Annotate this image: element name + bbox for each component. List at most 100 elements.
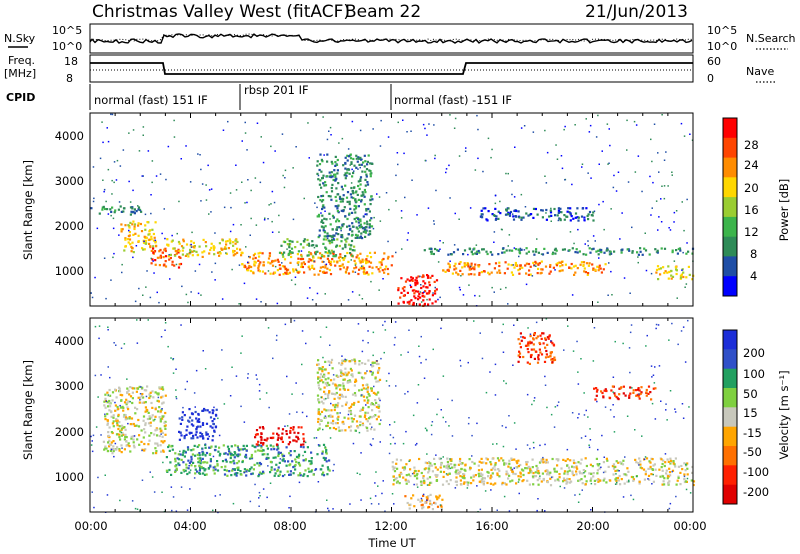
power-noise-point [297, 264, 300, 266]
power-cell [568, 266, 571, 269]
velocity-noise-point [529, 333, 532, 335]
power-cell [320, 255, 323, 258]
velocity-cell [393, 466, 396, 469]
power-cell [300, 263, 303, 266]
velocity-cell [621, 463, 625, 466]
power-cell [340, 234, 343, 237]
velocity-cell [342, 378, 345, 381]
power-cell [507, 207, 510, 210]
power-cell [561, 269, 564, 272]
velocity-cell [244, 453, 248, 456]
velocity-noise-point [259, 495, 261, 497]
velocity-cell [546, 481, 549, 484]
velocity-cell [190, 412, 194, 415]
velocity-cell [375, 405, 378, 409]
velocity-cell [477, 469, 481, 472]
power-cell [175, 252, 178, 255]
power-cell [184, 254, 187, 257]
velocity-cell [617, 479, 620, 482]
velocity-noise-point [231, 366, 233, 368]
power-noise-point [637, 155, 640, 157]
power-cell [410, 276, 413, 279]
velocity-cell [539, 334, 542, 337]
velocity-cell [639, 392, 642, 395]
velocity-cell [196, 445, 199, 448]
velocity-noise-point [583, 414, 586, 416]
power-cell [154, 240, 157, 243]
velocity-cell [338, 429, 341, 432]
power-noise-point [423, 291, 425, 293]
power-cell [411, 289, 414, 292]
power-cell [329, 195, 332, 198]
power-cell [580, 215, 584, 218]
velocity-cell [277, 452, 280, 455]
power-noise-point [594, 240, 596, 242]
power-cell [314, 251, 317, 254]
power-cell [363, 268, 366, 272]
power-cell [258, 270, 261, 273]
velocity-cell [321, 450, 324, 453]
power-noise-point [128, 132, 130, 134]
power-cell [204, 241, 207, 244]
power-cell [319, 269, 322, 273]
velocity-cell [245, 444, 248, 447]
velocity-noise-point [131, 500, 134, 502]
velocity-noise-point [153, 491, 156, 493]
velocity-noise-point [501, 425, 504, 427]
velocity-cell [377, 362, 380, 366]
power-cell [289, 240, 292, 243]
power-cell [545, 208, 548, 212]
velocity-noise-point [370, 503, 373, 505]
power-cell [171, 260, 174, 263]
power-cell [351, 249, 354, 252]
power-cell [369, 219, 372, 222]
velocity-noise-point [317, 481, 320, 483]
power-cell [674, 266, 677, 269]
power-noise-point [107, 168, 110, 171]
velocity-cell [639, 463, 642, 466]
power-noise-point [424, 127, 426, 130]
power-cell [330, 160, 333, 163]
velocity-cell [600, 390, 603, 393]
velocity-cell [536, 361, 540, 364]
velocity-cell [304, 469, 307, 472]
velocity-noise-point [240, 352, 242, 354]
velocity-cell [168, 449, 171, 452]
velocity-cell [410, 497, 413, 500]
power-noise-point [197, 292, 200, 295]
power-cell [548, 215, 551, 218]
power-cell [229, 240, 232, 243]
velocity-noise-point [554, 406, 557, 408]
velocity-cell [462, 473, 465, 476]
velocity-cell [144, 406, 147, 409]
velocity-cell [540, 353, 544, 356]
velocity-cell [468, 458, 471, 461]
velocity-cell [124, 414, 127, 417]
velocity-cell [138, 443, 141, 446]
velocity-cell [319, 419, 322, 422]
velocity-noise-point [658, 365, 661, 367]
power-cell [517, 248, 521, 251]
velocity-cell [198, 464, 201, 467]
velocity-cell [474, 474, 477, 477]
power-cell [507, 263, 510, 266]
power-cell [522, 216, 525, 219]
power-cell [336, 226, 339, 229]
velocity-cell [213, 417, 216, 421]
velocity-cell [137, 418, 140, 422]
velocity-noise-point [618, 470, 620, 472]
velocity-noise-point [382, 480, 384, 482]
power-cell [202, 238, 205, 241]
power-cell [128, 225, 131, 228]
velocity-cell [654, 387, 657, 390]
velocity-cell [254, 433, 258, 436]
power-noise-point [598, 163, 600, 165]
power-cell [317, 236, 320, 239]
velocity-noise-point [332, 469, 334, 472]
velocity-cell [110, 410, 113, 413]
power-cell [308, 268, 311, 271]
velocity-cell [196, 436, 199, 439]
velocity-cell [115, 396, 118, 399]
power-cell [422, 274, 425, 277]
power-cell [555, 249, 558, 252]
